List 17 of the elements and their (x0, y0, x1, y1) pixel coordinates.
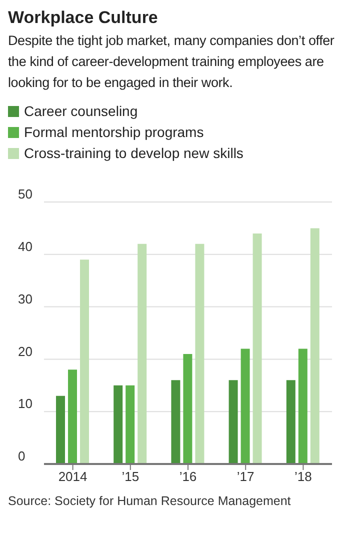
x-tick-label: ’15 (122, 469, 140, 484)
chart-subtitle: Despite the tight job market, many companies don’t offer the kind of career-development training employees are looking for to be engaged in their work. (8, 32, 336, 92)
y-tick-label: 10 (18, 396, 32, 412)
chart-title: Workplace Culture (8, 8, 159, 28)
x-tick-label: ’18 (294, 469, 312, 484)
x-tick-label: ’16 (179, 469, 197, 484)
legend-label: Cross-training to develop new skills (24, 144, 244, 163)
legend-label: Career counseling (24, 102, 138, 121)
x-tick-label: ’17 (236, 469, 254, 484)
x-tick-label: 2014 (58, 469, 88, 484)
y-tick-label: 40 (18, 239, 32, 254)
y-tick-label: 50 (18, 186, 32, 202)
source-note: Source: Society for Human Resource Management (8, 494, 292, 508)
y-tick-label: 0 (18, 448, 26, 464)
legend-label: Formal mentorship programs (24, 123, 204, 142)
y-tick-label: 20 (18, 344, 32, 359)
y-tick-label: 30 (18, 291, 32, 306)
